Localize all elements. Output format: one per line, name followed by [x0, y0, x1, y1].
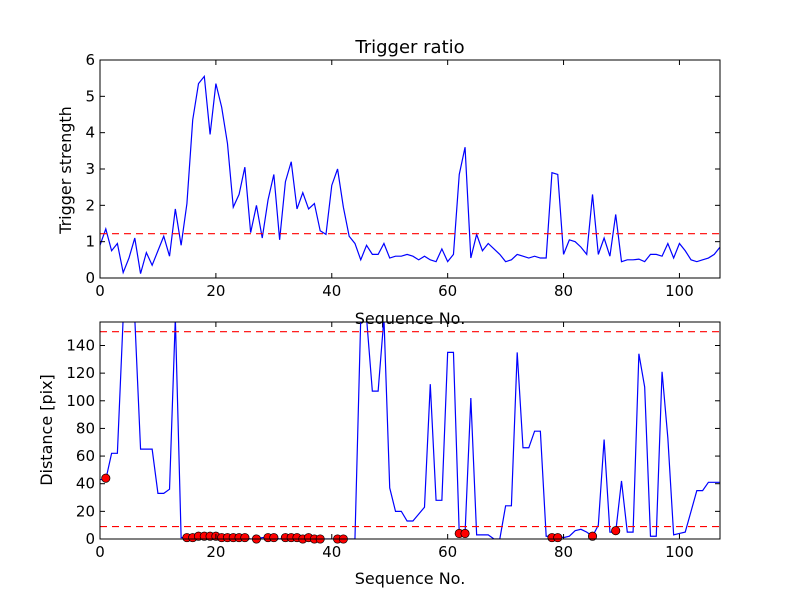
bottom-y-tick-label: 120 — [66, 364, 95, 382]
top-x-tick-label: 40 — [322, 282, 341, 300]
bottom-data-point — [611, 526, 621, 536]
bottom-y-tick-label: 20 — [76, 502, 95, 520]
bottom-y-tick-label: 60 — [76, 447, 95, 465]
bottom-data-point — [460, 528, 470, 539]
bottom-x-tick-label: 40 — [322, 543, 341, 561]
top-x-tick-label: 20 — [206, 282, 225, 300]
bottom-y-tick-label: 0 — [85, 530, 95, 548]
top-y-tick-label: 5 — [85, 87, 95, 105]
bottom-y-tick-label: 80 — [76, 419, 95, 437]
bottom-data-point — [587, 531, 598, 541]
bottom-x-tick-label: 20 — [206, 543, 225, 561]
bottom-axes-frame — [99, 321, 721, 540]
top-y-tick-label: 3 — [85, 160, 95, 178]
bottom-data-point — [240, 533, 250, 543]
top-x-tick-label: 100 — [665, 282, 694, 300]
top-axes-frame — [99, 59, 721, 279]
top-y-tick-label: 0 — [85, 269, 95, 287]
bottom-data-point — [101, 473, 111, 483]
bottom-y-tick-label: 40 — [76, 475, 95, 493]
bottom-data-point — [553, 533, 563, 543]
bottom-x-axis-label: Sequence No. — [355, 569, 466, 588]
bottom-y-tick-label: 140 — [66, 336, 95, 354]
top-series-line — [100, 74, 720, 275]
bottom-y-tick-label: 100 — [66, 392, 95, 410]
top-x-tick-label: 80 — [554, 282, 573, 300]
top-chart-title: Trigger ratio — [354, 37, 464, 58]
top-y-axis-label: Trigger strength — [56, 106, 75, 235]
bottom-x-tick-label: 60 — [438, 543, 457, 561]
top-y-tick-label: 2 — [85, 196, 95, 214]
bottom-x-tick-label: 0 — [95, 543, 105, 561]
top-x-tick-label: 0 — [95, 282, 105, 300]
top-x-tick-label: 60 — [438, 282, 457, 300]
top-y-tick-label: 4 — [85, 124, 95, 142]
bottom-x-tick-label: 80 — [554, 543, 573, 561]
bottom-axes: Distance [pix] Sequence No. 0 20 40 60 80 100… — [37, 321, 721, 588]
bottom-y-axis-label: Distance [pix] — [37, 374, 56, 486]
bottom-series-line — [100, 322, 720, 539]
bottom-data-point — [269, 533, 279, 543]
top-x-axis-label: Sequence No. — [355, 309, 466, 328]
top-axes: Trigger ratio Trigger strength Sequence … — [56, 37, 721, 328]
top-y-tick-label: 6 — [85, 51, 95, 69]
bottom-x-tick-label: 100 — [665, 543, 694, 561]
top-y-tick-label: 1 — [85, 233, 95, 251]
